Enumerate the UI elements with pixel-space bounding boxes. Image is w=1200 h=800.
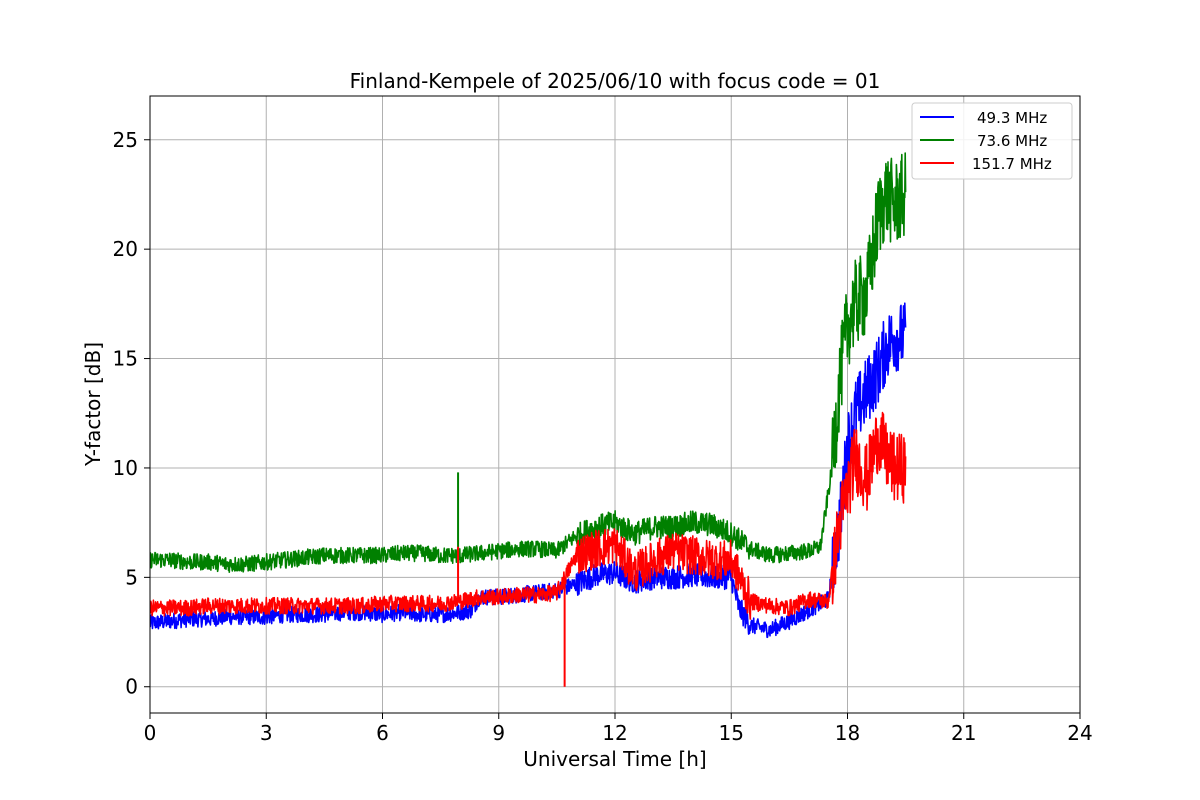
y-tick-label: 25 bbox=[113, 128, 138, 152]
legend-label-73: 73.6 MHz bbox=[977, 132, 1047, 150]
series-layer bbox=[150, 152, 907, 687]
ticks: 0 3 6 9 12 15 18 21 24 0 5 10 15 20 25 bbox=[113, 128, 1093, 745]
x-tick-label: 12 bbox=[602, 721, 627, 745]
y-tick-label: 20 bbox=[113, 237, 138, 261]
y-tick-label: 0 bbox=[125, 675, 138, 699]
series-line bbox=[150, 152, 907, 573]
x-tick-label: 9 bbox=[492, 721, 505, 745]
x-tick-label: 18 bbox=[835, 721, 860, 745]
legend-label-151: 151.7 MHz bbox=[972, 155, 1052, 173]
x-tick-label: 21 bbox=[951, 721, 976, 745]
x-tick-label: 3 bbox=[260, 721, 273, 745]
y-tick-label: 15 bbox=[113, 347, 138, 371]
legend: 49.3 MHz 73.6 MHz 151.7 MHz bbox=[911, 102, 1073, 180]
y-axis-label: Y-factor [dB] bbox=[81, 342, 105, 467]
legend-label-49: 49.3 MHz bbox=[977, 109, 1047, 127]
chart-title: Finland-Kempele of 2025/06/10 with focus… bbox=[350, 69, 881, 93]
series-line bbox=[150, 411, 907, 620]
x-tick-label: 6 bbox=[376, 721, 389, 745]
x-axis-label: Universal Time [h] bbox=[523, 747, 706, 771]
x-tick-label: 24 bbox=[1067, 721, 1092, 745]
y-tick-label: 10 bbox=[113, 456, 138, 480]
legend-frame bbox=[911, 102, 1073, 180]
y-tick-label: 5 bbox=[125, 565, 138, 589]
x-tick-label: 15 bbox=[719, 721, 744, 745]
x-tick-label: 0 bbox=[144, 721, 157, 745]
